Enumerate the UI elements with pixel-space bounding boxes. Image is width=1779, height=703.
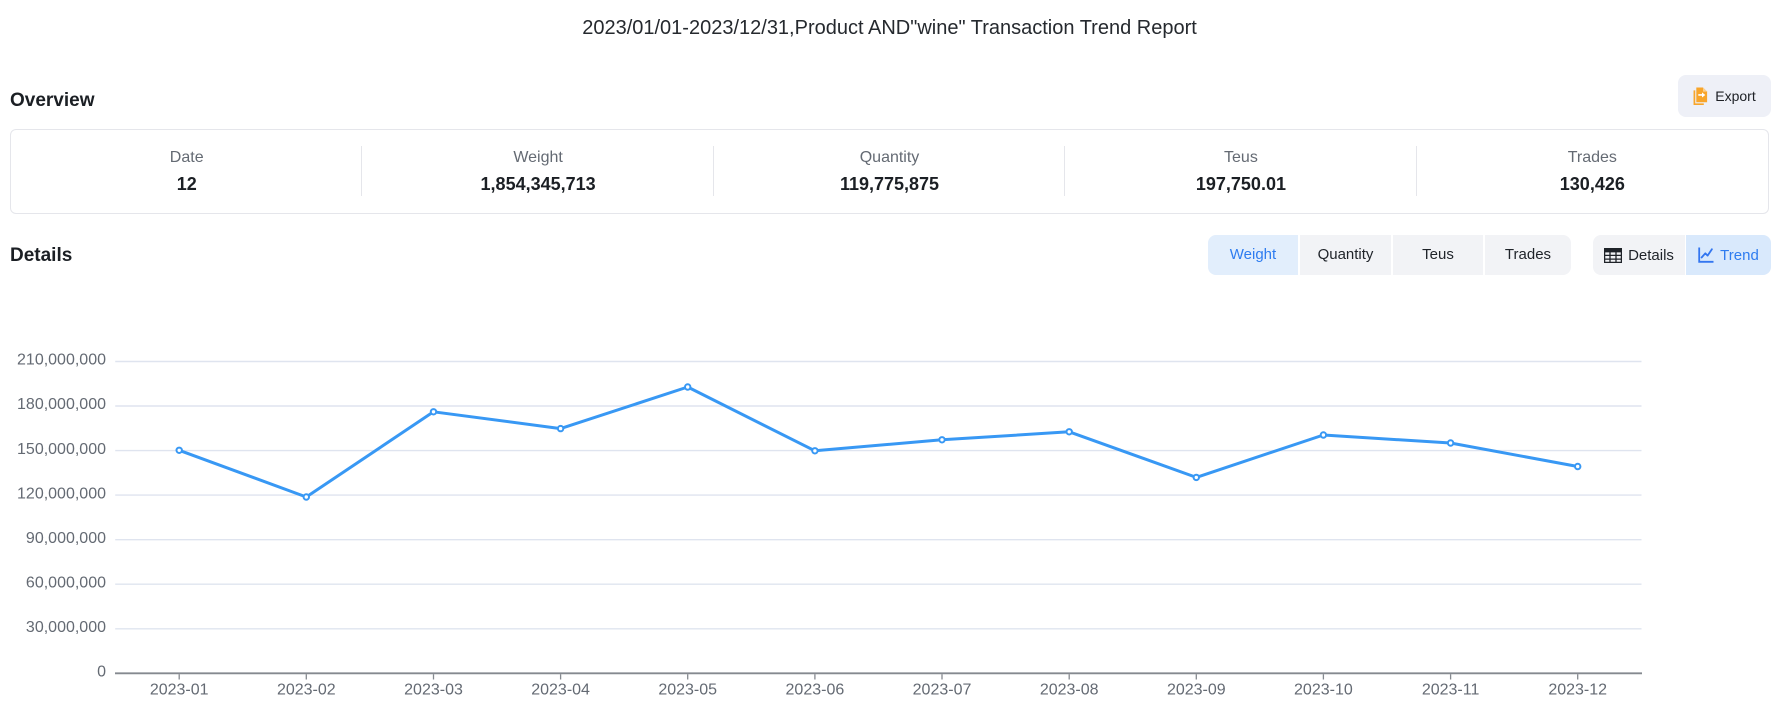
svg-text:2023-02: 2023-02 [277,682,336,699]
svg-text:2023-09: 2023-09 [1167,682,1226,699]
svg-text:180,000,000: 180,000,000 [17,396,106,413]
svg-text:2023-01: 2023-01 [150,682,209,699]
svg-text:2023-07: 2023-07 [913,682,972,699]
svg-text:2023-10: 2023-10 [1294,682,1353,699]
svg-text:150,000,000: 150,000,000 [17,441,106,458]
svg-text:0: 0 [97,664,106,681]
svg-text:90,000,000: 90,000,000 [26,530,106,547]
svg-text:2023-05: 2023-05 [658,682,717,699]
svg-text:2023-06: 2023-06 [786,682,845,699]
svg-text:2023-08: 2023-08 [1040,682,1099,699]
svg-text:2023-11: 2023-11 [1422,682,1480,699]
svg-text:2023-03: 2023-03 [404,682,463,699]
svg-text:2023-04: 2023-04 [531,682,590,699]
svg-text:30,000,000: 30,000,000 [26,619,106,636]
svg-text:60,000,000: 60,000,000 [26,574,106,591]
svg-text:120,000,000: 120,000,000 [17,485,106,502]
svg-text:210,000,000: 210,000,000 [17,352,106,369]
svg-text:2023-12: 2023-12 [1548,682,1607,699]
